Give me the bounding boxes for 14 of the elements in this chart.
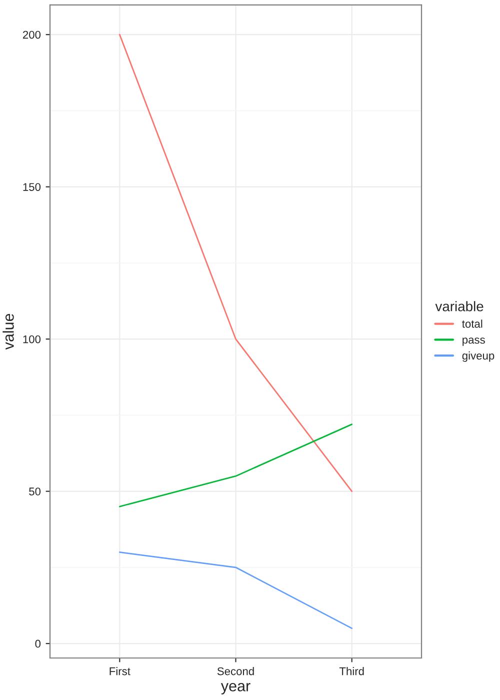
y-tick-label: 150	[23, 183, 41, 191]
y-tick-label: 0	[35, 640, 41, 648]
y-tick-label: 50	[29, 488, 41, 496]
legend-label: total	[462, 320, 482, 328]
legend-title: variable	[435, 301, 484, 312]
x-tick-label: Second	[217, 667, 254, 676]
x-tick-label: Third	[339, 667, 364, 676]
y-axis-title: value	[2, 314, 14, 350]
legend-label: giveup	[462, 351, 494, 362]
x-tick-label: First	[110, 667, 130, 676]
legend-label: pass	[462, 338, 485, 346]
y-tick-label: 200	[22, 30, 41, 39]
x-axis-title: year	[220, 683, 250, 694]
y-tick-label: 100	[23, 335, 41, 344]
